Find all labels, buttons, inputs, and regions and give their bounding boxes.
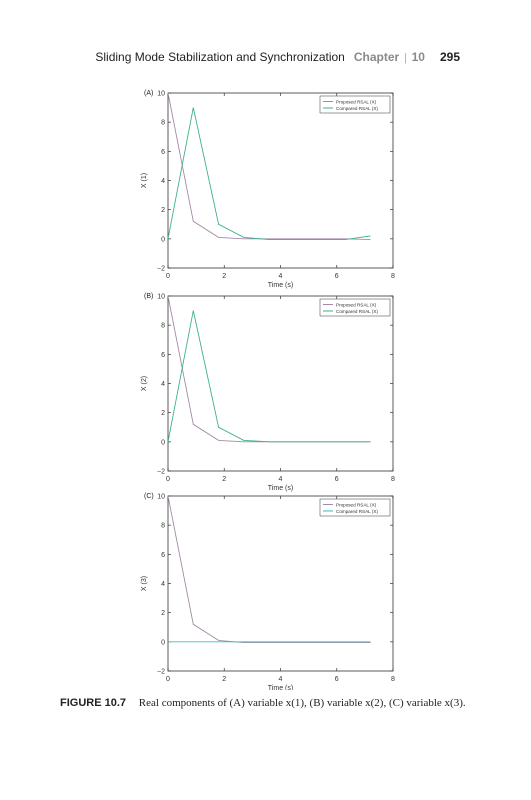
x-tick-label: 0 xyxy=(166,273,170,280)
x-axis-label: Time (s) xyxy=(268,485,293,492)
legend-box xyxy=(319,298,391,317)
chapter-label: Chapter xyxy=(353,50,400,64)
y-axis-label: X (3) xyxy=(141,576,148,591)
x-tick-label: 0 xyxy=(166,676,170,683)
figure-caption: FIGURE 10.7 Real components of (A) varia… xyxy=(60,697,520,709)
legend-box xyxy=(319,95,391,114)
chapter-separator: | xyxy=(404,50,407,64)
x-tick-label: 8 xyxy=(391,273,395,280)
y-axis-label: X (2) xyxy=(141,376,148,391)
plot-frame xyxy=(167,495,394,672)
series-line-proposed xyxy=(167,495,371,644)
y-tick-label: 0 xyxy=(161,439,165,446)
legend-entry: Proposed RSAL (X) xyxy=(336,100,377,105)
y-tick-label: 4 xyxy=(161,178,165,185)
y-tick-label: 6 xyxy=(161,149,165,156)
y-tick-label: −2 xyxy=(157,266,165,273)
x-tick-label: 4 xyxy=(279,476,283,483)
page-number: 295 xyxy=(439,50,460,64)
y-tick-label: 2 xyxy=(161,207,165,214)
y-tick-label: 4 xyxy=(161,381,165,388)
x-tick-label: 8 xyxy=(391,676,395,683)
x-tick-label: 4 xyxy=(279,273,283,280)
x-tick-label: 6 xyxy=(335,476,339,483)
x-tick-label: 2 xyxy=(222,476,226,483)
y-tick-label: 0 xyxy=(161,639,165,646)
figure-caption-text: Real components of (A) variable x(1), (B… xyxy=(138,697,466,709)
panel-label: (A) xyxy=(144,90,153,97)
x-tick-label: 4 xyxy=(279,676,283,683)
plot-frame xyxy=(167,92,394,269)
y-tick-label: −2 xyxy=(157,669,165,676)
y-tick-label: 10 xyxy=(157,494,165,501)
y-axis-label: X (1) xyxy=(141,173,148,188)
y-tick-label: 10 xyxy=(157,294,165,301)
legend-entry: Compared RSAL (X) xyxy=(336,509,378,514)
running-head-title: Sliding Mode Stabilization and Synchroni… xyxy=(95,50,345,64)
y-tick-label: 8 xyxy=(161,323,165,330)
legend-box xyxy=(319,498,391,517)
panel-label: (C) xyxy=(144,493,154,500)
panel-label: (B) xyxy=(144,293,153,300)
y-tick-label: 2 xyxy=(161,410,165,417)
x-axis-label: Time (s) xyxy=(268,685,293,690)
x-tick-label: 2 xyxy=(222,273,226,280)
y-tick-label: 4 xyxy=(161,581,165,588)
chapter-number: 10 xyxy=(411,50,425,64)
x-tick-label: 6 xyxy=(335,676,339,683)
y-tick-label: 8 xyxy=(161,523,165,530)
series-line-compared xyxy=(167,107,371,241)
y-tick-label: 6 xyxy=(161,552,165,559)
legend-entry: Proposed RSAL (X) xyxy=(336,303,377,308)
x-tick-label: 0 xyxy=(166,476,170,483)
y-tick-label: 0 xyxy=(161,236,165,243)
legend-entry: Compared RSAL (X) xyxy=(336,106,378,111)
y-tick-label: −2 xyxy=(157,469,165,476)
series-line-compared xyxy=(167,310,371,443)
y-tick-label: 8 xyxy=(161,120,165,127)
x-axis-label: Time (s) xyxy=(268,282,293,289)
figure-label: FIGURE 10.7 xyxy=(60,697,127,709)
legend-entry: Proposed RSAL (X) xyxy=(336,503,377,508)
x-tick-label: 2 xyxy=(222,676,226,683)
y-tick-label: 6 xyxy=(161,352,165,359)
series-line-proposed xyxy=(167,92,371,241)
plot-frame xyxy=(167,295,394,472)
y-tick-label: 2 xyxy=(161,610,165,617)
running-head: Sliding Mode Stabilization and Synchroni… xyxy=(0,50,460,65)
legend-entry: Compared RSAL (X) xyxy=(336,309,378,314)
y-tick-label: 10 xyxy=(157,91,165,98)
x-tick-label: 6 xyxy=(335,273,339,280)
x-tick-label: 8 xyxy=(391,476,395,483)
series-line-proposed xyxy=(167,295,371,443)
